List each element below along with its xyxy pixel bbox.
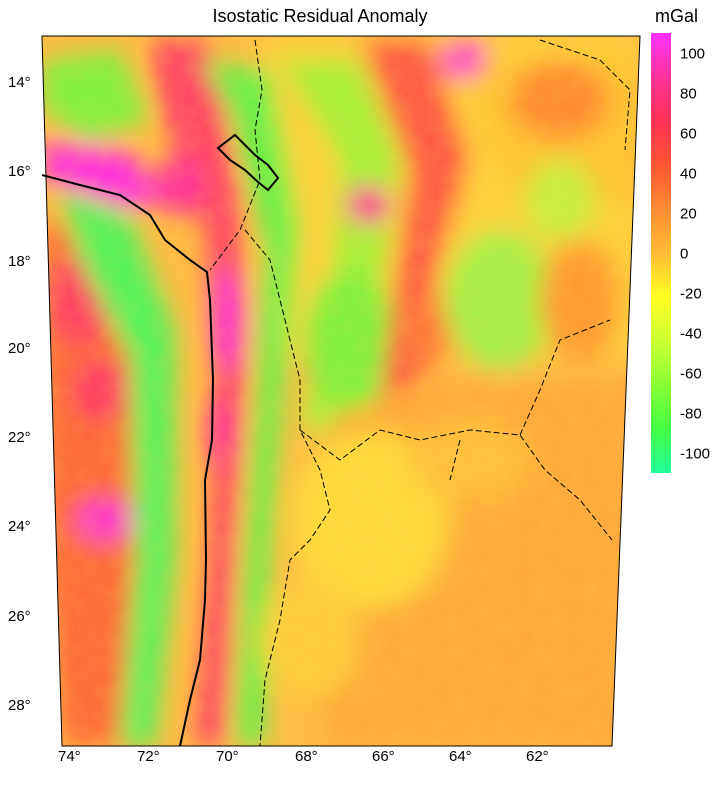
colorbar-tick: -40 bbox=[680, 325, 702, 343]
colorbar-tick: 0 bbox=[680, 245, 689, 263]
colorbar bbox=[651, 33, 671, 473]
lon-label-68: 68° bbox=[295, 748, 318, 765]
borders bbox=[209, 39, 631, 747]
colorbar-unit: mGal bbox=[655, 6, 699, 26]
anomaly-field bbox=[42, 36, 640, 746]
lon-label-74: 74° bbox=[58, 748, 81, 765]
colorbar-tick: 20 bbox=[680, 205, 697, 223]
colorbar-tick: -100 bbox=[680, 445, 711, 463]
lat-label-16: 16° bbox=[8, 163, 31, 180]
colorbar-tick: -20 bbox=[680, 285, 702, 303]
colorbar-tick: 100 bbox=[680, 45, 706, 63]
lake-outline bbox=[216, 133, 280, 192]
lat-label-14: 14° bbox=[8, 74, 31, 91]
lon-label-66: 66° bbox=[372, 748, 395, 765]
map-title: Isostatic Residual Anomaly bbox=[212, 6, 428, 26]
lon-label-70: 70° bbox=[216, 748, 239, 765]
lat-label-18: 18° bbox=[8, 253, 31, 270]
map-frame bbox=[41, 35, 641, 747]
lat-label-28: 28° bbox=[8, 697, 31, 714]
colorbar-tick: -60 bbox=[680, 365, 702, 383]
lat-label-22: 22° bbox=[8, 429, 31, 446]
lon-label-62: 62° bbox=[526, 748, 549, 765]
colorbar-tick: 40 bbox=[680, 165, 697, 183]
lat-label-26: 26° bbox=[8, 608, 31, 625]
lon-label-64: 64° bbox=[449, 748, 472, 765]
colorbar-tick: 80 bbox=[680, 85, 697, 103]
colorbar-tick: -80 bbox=[680, 405, 702, 423]
anomaly-map bbox=[41, 35, 641, 747]
lat-label-20: 20° bbox=[8, 340, 31, 357]
lon-label-72: 72° bbox=[137, 748, 160, 765]
coastline bbox=[41, 174, 215, 747]
colorbar-tick: 60 bbox=[680, 125, 697, 143]
lat-label-24: 24° bbox=[8, 518, 31, 535]
